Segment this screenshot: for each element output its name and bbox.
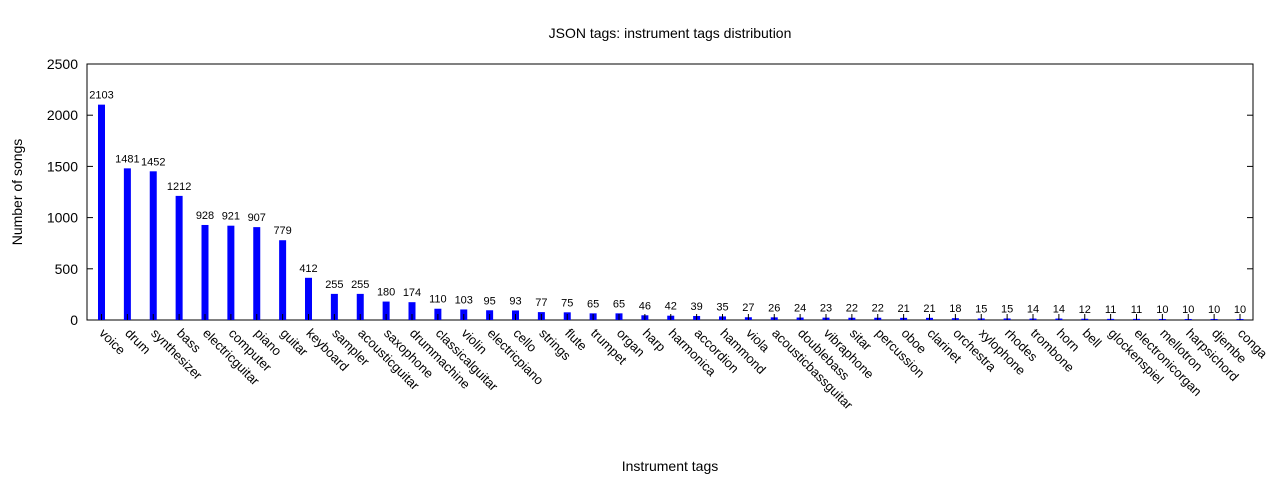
x-axis: voicedrumsynthesizerbasselectricguitarco… — [96, 314, 1271, 413]
data-label: 110 — [429, 294, 447, 306]
data-label: 10 — [1182, 304, 1194, 316]
data-label: 1481 — [115, 153, 139, 165]
y-axis-title: Number of songs — [9, 139, 25, 246]
chart-title: JSON tags: instrument tags distribution — [549, 25, 792, 41]
data-label: 93 — [509, 295, 521, 307]
data-label: 35 — [716, 301, 728, 313]
plot-frame — [86, 63, 1254, 321]
data-label: 21 — [923, 303, 935, 315]
y-tick-label: 1500 — [47, 158, 78, 174]
data-label: 12 — [1079, 304, 1091, 316]
x-tick-label: voice — [96, 326, 128, 358]
y-tick-label: 2000 — [47, 107, 78, 123]
y-tick-label: 0 — [70, 312, 78, 328]
data-label: 10 — [1234, 304, 1246, 316]
bar — [149, 171, 157, 320]
data-label: 42 — [665, 301, 677, 313]
data-label: 907 — [248, 212, 266, 224]
data-label: 95 — [484, 295, 496, 307]
y-tick-label: 500 — [55, 261, 79, 277]
data-label: 103 — [455, 294, 473, 306]
data-label: 255 — [351, 279, 369, 291]
data-label: 15 — [975, 303, 987, 315]
bar — [253, 227, 261, 320]
data-label: 779 — [273, 225, 291, 237]
data-label: 412 — [299, 263, 317, 275]
y-tick-label: 2500 — [47, 56, 78, 72]
data-label: 22 — [872, 303, 884, 315]
bar — [408, 302, 416, 320]
data-label: 23 — [820, 303, 832, 315]
data-label: 77 — [535, 297, 547, 309]
x-tick-label: bell — [1080, 326, 1105, 351]
data-label: 15 — [1001, 303, 1013, 315]
bar-series — [98, 104, 1244, 320]
bar — [279, 240, 287, 320]
data-label: 65 — [587, 298, 599, 310]
data-label: 11 — [1131, 304, 1142, 316]
data-label: 1212 — [167, 181, 191, 193]
data-label: 75 — [561, 297, 573, 309]
data-label: 14 — [1027, 304, 1039, 316]
data-label: 180 — [377, 287, 395, 299]
y-tick-label: 1000 — [47, 210, 78, 226]
x-axis-title: Instrument tags — [622, 458, 719, 474]
x-tick-label: drum — [122, 326, 154, 358]
bar — [123, 168, 131, 320]
data-label: 11 — [1105, 304, 1116, 316]
data-label: 18 — [949, 303, 961, 315]
data-label: 255 — [325, 279, 343, 291]
bar — [201, 224, 209, 320]
data-label: 10 — [1208, 304, 1220, 316]
data-label: 10 — [1156, 304, 1168, 316]
y-axis: 0 500 1000 1500 2000 2500 — [47, 56, 1253, 328]
bar — [356, 293, 364, 320]
data-labels: 2103 1481 1452 1212 928 921 907 779 412 255 255 180… — [89, 90, 1246, 316]
data-label: 26 — [768, 302, 780, 314]
data-label: 174 — [403, 287, 421, 299]
bar — [330, 293, 338, 320]
x-tick-label: guitar — [278, 326, 312, 360]
data-label: 21 — [898, 303, 910, 315]
data-label: 14 — [1053, 304, 1065, 316]
bar — [98, 104, 105, 320]
bar — [382, 301, 390, 320]
data-label: 24 — [794, 303, 806, 315]
data-label: 2103 — [89, 90, 113, 102]
data-label: 22 — [846, 303, 858, 315]
data-label: 27 — [742, 302, 754, 314]
data-label: 928 — [196, 210, 214, 222]
bar — [227, 225, 235, 320]
data-label: 1452 — [141, 156, 165, 168]
data-label: 39 — [691, 301, 703, 313]
bar — [305, 277, 312, 320]
data-label: 46 — [639, 300, 651, 312]
bar — [175, 195, 183, 320]
data-label: 921 — [222, 211, 240, 223]
data-label: 65 — [613, 298, 625, 310]
